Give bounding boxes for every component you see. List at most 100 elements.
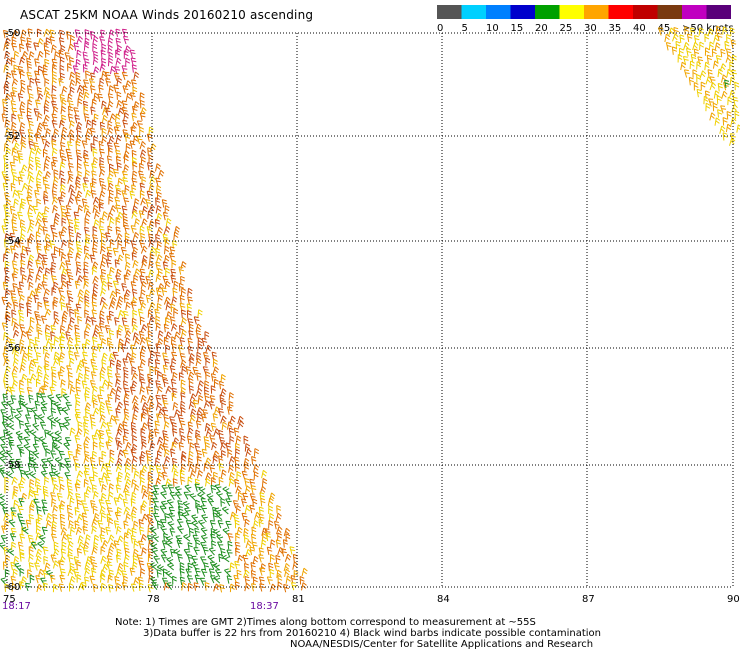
wind-barb <box>20 330 27 339</box>
wind-barb <box>180 275 186 285</box>
wind-barb <box>146 386 152 395</box>
wind-barb <box>11 373 18 382</box>
wind-barb <box>101 114 108 124</box>
wind-barb <box>35 378 41 388</box>
wind-barb <box>138 330 145 340</box>
wind-barb <box>140 568 146 577</box>
wind-barb <box>155 315 161 325</box>
wind-barb <box>677 54 683 63</box>
wind-barb <box>174 409 181 418</box>
wind-barb <box>124 457 132 466</box>
wind-barb <box>148 183 155 193</box>
wind-barb <box>720 105 727 114</box>
wind-barb <box>140 500 148 509</box>
wind-barb <box>153 505 160 514</box>
wind-barb <box>109 359 115 368</box>
wind-barb <box>101 539 109 549</box>
wind-barb <box>180 392 186 401</box>
wind-barb <box>122 449 129 459</box>
wind-barb <box>171 323 178 332</box>
wind-barb <box>49 36 56 45</box>
wind-barb <box>214 569 222 578</box>
wind-barb <box>140 281 147 290</box>
wind-barb <box>268 505 274 514</box>
wind-barb <box>175 535 183 544</box>
wind-barb <box>36 323 42 332</box>
wind-barb <box>164 238 170 247</box>
latitude-label: -56 <box>4 343 20 354</box>
wind-barb <box>4 365 11 374</box>
wind-barb <box>152 498 159 507</box>
colorbar-tick-label: 10 <box>486 23 499 34</box>
wind-barb <box>4 583 10 592</box>
wind-barb <box>39 421 47 430</box>
wind-barb <box>214 484 222 493</box>
wind-barb <box>35 548 43 557</box>
wind-barb <box>665 42 672 51</box>
wind-barb <box>679 34 685 43</box>
wind-barb <box>84 393 90 402</box>
wind-barb <box>125 253 131 262</box>
wind-barb <box>91 309 98 318</box>
wind-barb <box>234 581 241 590</box>
wind-barb <box>36 198 42 207</box>
wind-barb <box>59 94 66 103</box>
wind-barb <box>188 457 193 467</box>
wind-barb <box>109 290 117 299</box>
wind-barb <box>683 69 690 78</box>
wind-barb <box>58 37 65 46</box>
wind-barb <box>76 364 83 374</box>
wind-barb <box>173 308 179 317</box>
wind-barb <box>202 546 209 556</box>
wind-barb <box>76 428 83 437</box>
wind-barb <box>52 156 58 166</box>
wind-barb <box>92 330 99 339</box>
wind-barb <box>220 498 226 507</box>
wind-barb <box>188 450 194 460</box>
wind-barb <box>74 408 81 418</box>
wind-barb <box>160 500 168 509</box>
wind-barb <box>19 379 25 389</box>
wind-barb <box>241 512 248 522</box>
wind-barb <box>131 205 138 214</box>
wind-barb <box>83 428 90 437</box>
wind-barb <box>82 63 88 73</box>
wind-barb <box>36 365 43 374</box>
wind-barb <box>133 101 140 110</box>
wind-barb <box>69 308 75 317</box>
wind-barb <box>43 86 50 96</box>
wind-barb <box>220 415 227 424</box>
wind-barb <box>221 421 228 431</box>
wind-barb <box>28 366 34 375</box>
wind-barb <box>115 275 121 284</box>
wind-barb <box>731 54 737 63</box>
wind-barb <box>12 283 18 292</box>
wind-barb <box>90 371 97 380</box>
wind-barb <box>104 107 111 116</box>
wind-barb <box>9 161 16 171</box>
wind-barb <box>3 64 10 73</box>
wind-barb <box>69 71 76 80</box>
wind-barb <box>713 90 720 99</box>
latitude-label: -58 <box>4 460 20 471</box>
wind-barb <box>133 406 139 415</box>
colorbar-tick-label: 0 <box>437 23 443 34</box>
wind-barb <box>10 575 17 585</box>
wind-barb <box>194 527 200 537</box>
wind-barb <box>35 555 42 564</box>
wind-barb <box>130 535 137 544</box>
colorbar-swatch <box>461 5 486 19</box>
wind-barb <box>84 338 91 348</box>
wind-barb <box>180 407 186 416</box>
wind-barb <box>218 429 224 439</box>
wind-barb <box>35 231 41 240</box>
wind-barb <box>197 309 203 318</box>
wind-barb <box>155 380 161 389</box>
colorbar-swatch <box>437 5 462 19</box>
wind-barb <box>258 518 264 528</box>
wind-barb <box>115 37 121 47</box>
wind-barb <box>138 560 145 569</box>
wind-barb <box>107 120 113 129</box>
wind-barb <box>162 443 169 452</box>
wind-barb <box>123 372 129 382</box>
